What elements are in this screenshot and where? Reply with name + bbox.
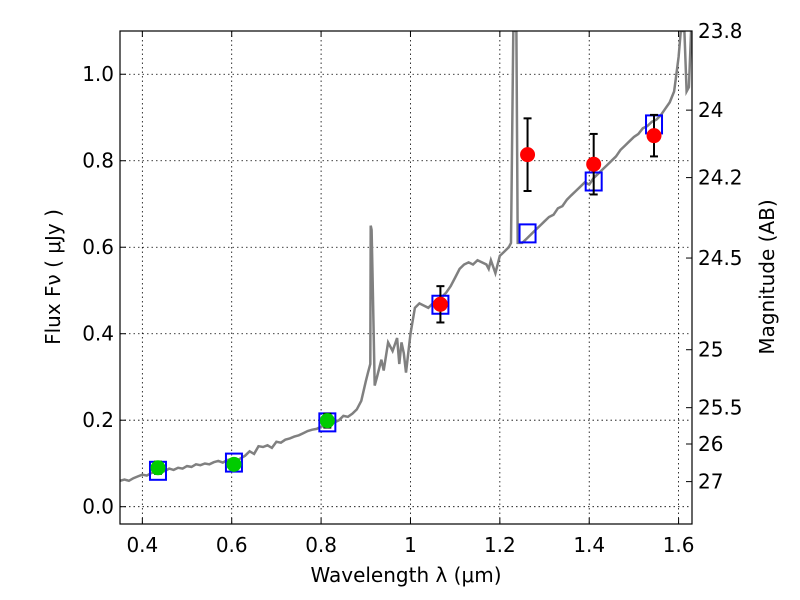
model-photometry-layer <box>148 114 664 481</box>
model-photometry-square <box>518 223 537 244</box>
photometry-points-layer <box>150 128 662 476</box>
y-axis-label: Flux Fν ( μJy ) <box>41 209 65 345</box>
x-tick-label: 1.2 <box>484 533 516 557</box>
x-tick-label: 1.6 <box>663 533 695 557</box>
x-axis-label: Wavelength λ (μm) <box>310 563 501 587</box>
x-tick-labels: 0.4 0.6 0.8 1 1.2 1.4 1.6 <box>126 533 694 557</box>
y-tick-label: 0.4 <box>82 322 114 346</box>
y-tick-labels: 0.0 0.2 0.4 0.6 0.8 1.0 <box>82 62 114 518</box>
grid <box>120 31 692 524</box>
y-tick-label: 0.8 <box>82 149 114 173</box>
y-tick-label: 1.0 <box>82 62 114 86</box>
right-axis-label: Magnitude (AB) <box>755 199 779 354</box>
right-tick-label: 24.5 <box>698 246 743 270</box>
photometry-point <box>646 128 662 144</box>
x-tick-label: 1 <box>404 533 417 557</box>
photometry-point <box>520 147 536 163</box>
spectrum-layer <box>120 31 692 483</box>
photometry-point <box>319 413 335 429</box>
right-tick-label: 24 <box>698 98 723 122</box>
right-tick-label: 25 <box>698 338 723 362</box>
right-tick-label: 25.5 <box>698 396 743 420</box>
y-tick-label: 0.0 <box>82 495 114 519</box>
photometry-point <box>586 156 602 172</box>
spectrum-line <box>120 31 692 483</box>
right-tick-label: 23.8 <box>698 19 743 43</box>
x-tick-label: 0.8 <box>305 533 337 557</box>
photometry-point <box>432 296 448 312</box>
right-tick-labels: 23.8 24 24.2 24.5 25 25.5 26 27 <box>698 19 743 494</box>
plot-frame <box>119 30 693 525</box>
x-tick-label: 0.4 <box>126 533 158 557</box>
photometry-point <box>226 456 242 472</box>
right-tick-label: 24.2 <box>698 166 743 190</box>
right-tick-label: 26 <box>698 432 723 456</box>
y-tick-label: 0.6 <box>82 235 114 259</box>
y-tick-label: 0.2 <box>82 408 114 432</box>
photometry-point <box>150 460 166 476</box>
x-tick-label: 0.6 <box>216 533 248 557</box>
errorbar-layer <box>153 113 659 475</box>
right-tick-label: 27 <box>698 470 723 494</box>
ticks-layer <box>120 30 692 524</box>
x-tick-label: 1.4 <box>573 533 605 557</box>
